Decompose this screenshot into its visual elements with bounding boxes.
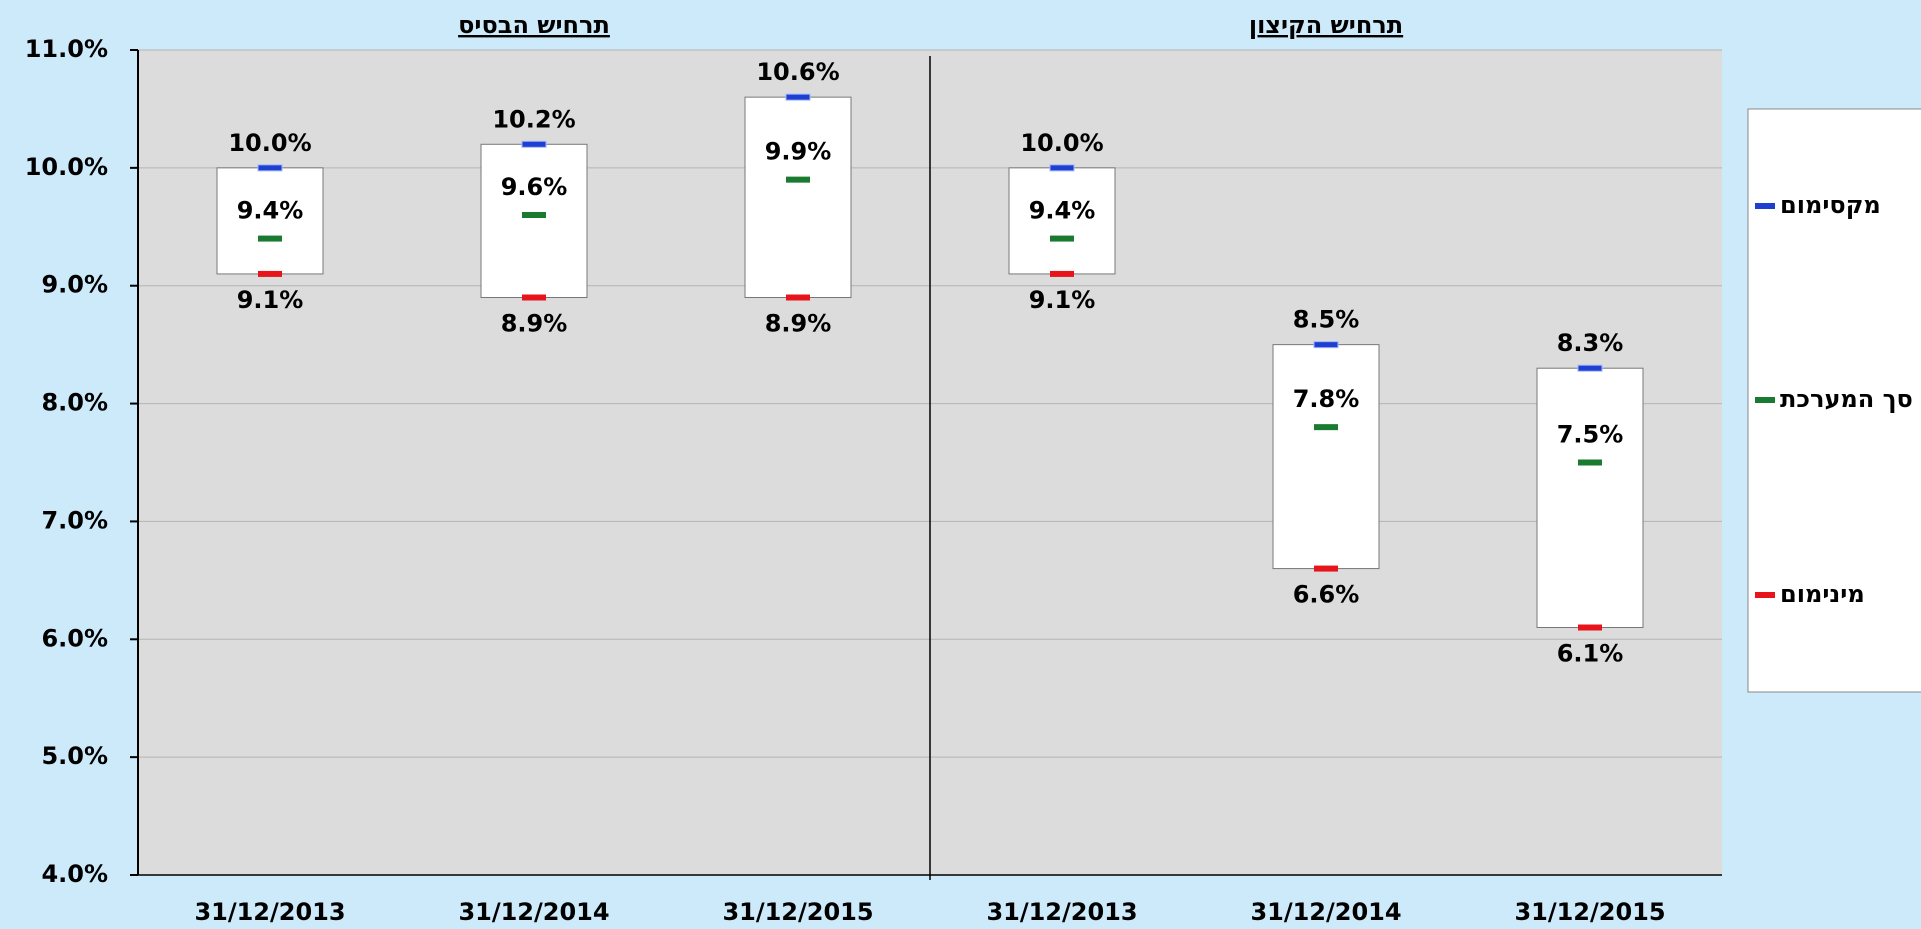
series-mark <box>257 164 283 172</box>
series-mark <box>258 270 282 277</box>
x-tick-label: 31/12/2013 <box>194 898 345 926</box>
series-mark <box>786 176 810 183</box>
y-tick-label: 10.0% <box>25 153 108 181</box>
avg-label: 9.4% <box>237 197 304 225</box>
range-box <box>480 143 588 298</box>
range-box <box>1536 367 1644 628</box>
max-label: 10.2% <box>492 105 575 133</box>
x-tick-label: 31/12/2015 <box>1514 898 1665 926</box>
x-tick-label: 31/12/2015 <box>722 898 873 926</box>
avg-label: 9.4% <box>1029 197 1096 225</box>
min-label: 6.6% <box>1293 581 1360 609</box>
series-mark <box>1314 565 1338 572</box>
series-mark <box>1049 164 1075 172</box>
group-title: תרחיש הבסיס <box>458 11 610 39</box>
series-mark <box>1577 364 1603 372</box>
range-box <box>1008 167 1116 275</box>
min-label: 9.1% <box>237 286 304 314</box>
max-label: 8.5% <box>1293 306 1360 334</box>
max-label: 8.3% <box>1557 329 1624 357</box>
legend-swatch <box>1755 203 1775 209</box>
legend-swatch <box>1755 397 1775 403</box>
max-label: 10.0% <box>1020 129 1103 157</box>
range-box <box>1272 344 1380 570</box>
series-mark <box>1578 624 1602 631</box>
series-mark <box>522 212 546 218</box>
legend-label: סך המערכת <box>1780 385 1913 413</box>
series-mark <box>785 93 811 101</box>
y-tick-label: 8.0% <box>41 389 108 417</box>
min-label: 6.1% <box>1557 640 1624 668</box>
series-mark <box>1578 459 1602 466</box>
avg-label: 7.5% <box>1557 421 1624 449</box>
min-label: 9.1% <box>1029 286 1096 314</box>
series-mark <box>786 294 810 301</box>
legend-swatch <box>1755 592 1775 598</box>
y-tick-label: 7.0% <box>41 506 108 534</box>
max-label: 10.0% <box>228 129 311 157</box>
series-mark <box>521 140 547 148</box>
y-tick-label: 11.0% <box>25 35 108 63</box>
legend-label: מקסימום <box>1780 191 1881 219</box>
y-tick-label: 5.0% <box>41 742 108 770</box>
series-mark <box>1050 270 1074 277</box>
y-tick-label: 6.0% <box>41 624 108 652</box>
min-label: 8.9% <box>501 310 568 338</box>
range-box <box>744 96 852 299</box>
series-mark <box>1050 235 1074 242</box>
y-tick-label: 9.0% <box>41 271 108 299</box>
x-tick-label: 31/12/2014 <box>458 898 609 926</box>
avg-label: 7.8% <box>1293 385 1360 413</box>
group-title: תרחיש הקיצון <box>1249 11 1403 39</box>
x-tick-label: 31/12/2014 <box>1250 898 1401 926</box>
series-mark <box>1313 341 1339 349</box>
legend-label: מינימום <box>1780 580 1865 608</box>
x-tick-label: 31/12/2013 <box>986 898 1137 926</box>
legend-box <box>1747 108 1921 693</box>
y-tick-label: 4.0% <box>41 860 108 888</box>
avg-label: 9.6% <box>501 173 568 201</box>
series-mark <box>522 294 546 301</box>
avg-label: 9.9% <box>765 138 832 166</box>
max-label: 10.6% <box>756 58 839 86</box>
series-mark <box>258 235 282 242</box>
series-mark <box>1314 424 1338 431</box>
min-label: 8.9% <box>765 310 832 338</box>
